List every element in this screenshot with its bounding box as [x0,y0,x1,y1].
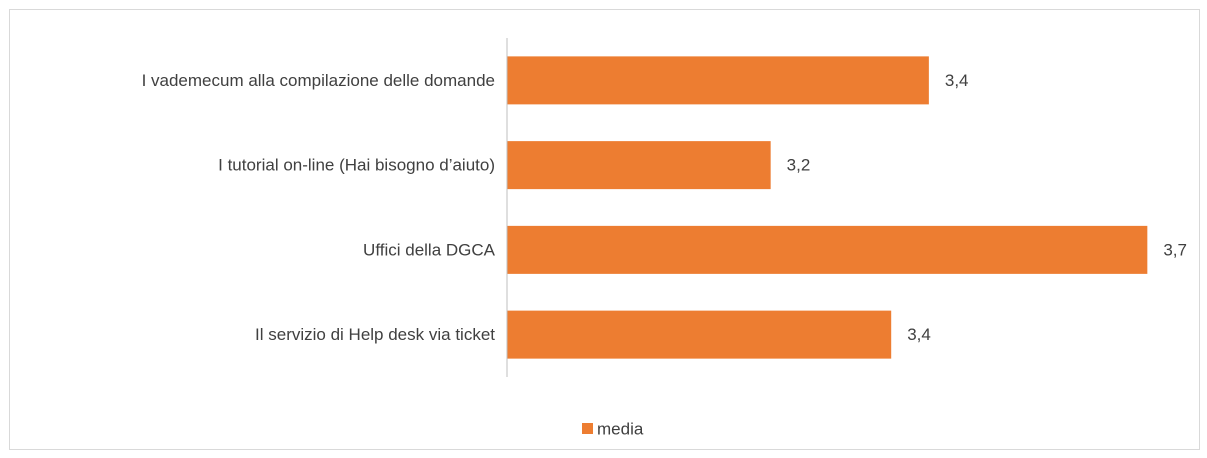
bar [507,141,771,190]
data-label: 3,4 [907,325,931,344]
category-label: Uffici della DGCA [363,240,496,259]
data-label: 3,2 [787,156,811,175]
data-label: 3,4 [945,71,969,90]
bar [507,225,1148,274]
bar [507,310,892,359]
data-label: 3,7 [1163,240,1187,259]
legend-swatch [582,423,593,434]
category-label: I vademecum alla compilazione delle doma… [142,71,495,90]
category-label: Il servizio di Help desk via ticket [255,325,495,344]
bar [507,56,929,105]
legend-label: media [597,419,644,438]
category-label: I tutorial on-line (Hai bisogno d’aiuto) [218,156,495,175]
